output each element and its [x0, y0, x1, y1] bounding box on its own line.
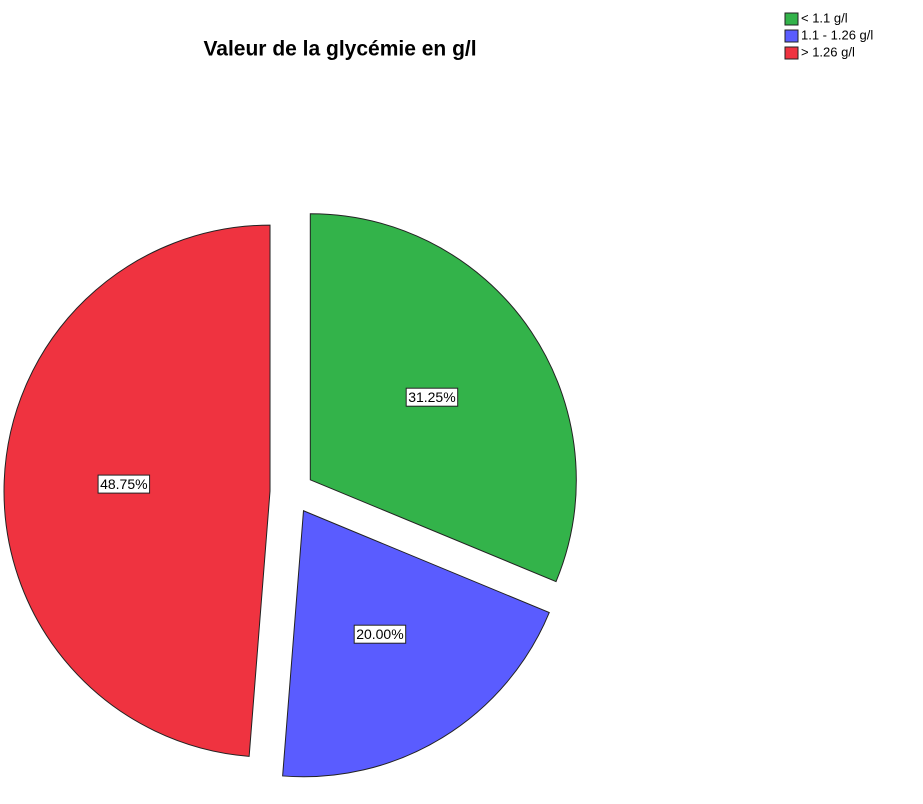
chart-title: Valeur de la glycémie en g/l [203, 38, 476, 61]
legend-label: < 1.1 g/l [801, 10, 848, 25]
pie-slice [282, 510, 550, 778]
legend-label: 1.1 - 1.26 g/l [801, 27, 873, 42]
data-label-box [405, 387, 459, 407]
legend-swatch [784, 12, 799, 26]
data-label-box [97, 474, 151, 494]
data-label: 20.00% [356, 626, 403, 642]
data-label: 31.25% [408, 389, 455, 405]
legend-swatch [784, 29, 799, 43]
legend-label: > 1.26 g/l [801, 44, 855, 59]
data-label: 48.75% [100, 476, 147, 492]
data-label-box [353, 624, 407, 644]
legend-swatch [784, 46, 799, 60]
